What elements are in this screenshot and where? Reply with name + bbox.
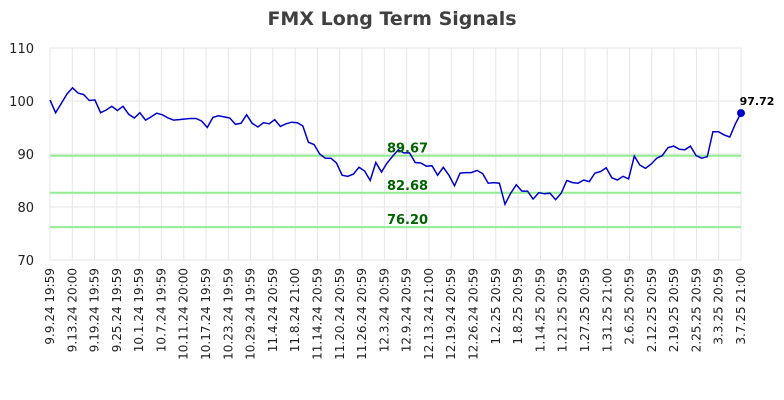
y-tick-label: 90 (17, 148, 34, 163)
x-tick-label: 10.17.24 19:59 (199, 268, 213, 360)
series-line (49, 86, 742, 207)
x-tick-label: 1.14.25 20:59 (533, 268, 547, 352)
x-tick-label: 11.20.24 20:59 (333, 268, 347, 360)
last-value-label: 97.72 (740, 95, 775, 108)
x-tick-label: 10.29.24 19:59 (244, 268, 258, 360)
annotation-labels: 89.67 82.68 76.20 97.72 (387, 95, 774, 228)
signal-label: 89.67 (387, 142, 428, 157)
y-axis-ticks: 70 80 90 100 110 (9, 42, 34, 269)
x-tick-label: 2.25.25 20:59 (689, 268, 703, 352)
y-tick-label: 80 (17, 201, 34, 216)
x-tick-label: 12.26.24 20:59 (467, 268, 481, 360)
x-tick-label: 12.9.24 20:59 (400, 268, 414, 352)
x-tick-label: 11.14.24 20:59 (310, 268, 324, 360)
x-tick-label: 11.26.24 20:59 (355, 268, 369, 360)
chart-title: FMX Long Term Signals (267, 8, 517, 30)
x-tick-label: 10.1.24 19:59 (132, 268, 146, 352)
x-tick-label: 1.2.25 20:59 (489, 268, 503, 345)
x-tick-label: 12.13.24 21:00 (422, 268, 436, 360)
signal-label: 76.20 (387, 213, 428, 228)
x-tick-label: 3.3.25 20:59 (712, 268, 726, 345)
x-tick-label: 10.7.24 19:59 (154, 268, 168, 352)
x-tick-label: 10.11.24 20:00 (177, 268, 191, 360)
x-tick-label: 2.19.25 20:59 (667, 268, 681, 352)
x-tick-label: 9.25.24 19:59 (110, 268, 124, 352)
price-series (49, 86, 745, 207)
x-tick-label: 1.27.25 20:59 (578, 268, 592, 352)
x-tick-label: 3.7.25 21:00 (734, 268, 748, 345)
x-tick-label: 12.3.24 20:59 (377, 268, 391, 352)
x-tick-label: 11.4.24 20:59 (266, 268, 280, 352)
signal-label: 82.68 (387, 179, 428, 194)
last-point (737, 109, 745, 118)
x-tick-label: 1.21.25 20:59 (556, 268, 570, 352)
x-tick-label: 10.23.24 19:59 (221, 268, 235, 360)
y-tick-label: 110 (9, 42, 34, 57)
y-tick-label: 70 (17, 254, 34, 269)
x-tick-label: 12.19.24 20:59 (444, 268, 458, 360)
signal-lines (50, 154, 741, 229)
x-tick-label: 9.19.24 19:59 (88, 268, 102, 352)
x-tick-label: 9.9.24 19:59 (43, 268, 57, 345)
x-tick-label: 2.12.25 20:59 (645, 268, 659, 352)
x-tick-label: 11.8.24 21:00 (288, 268, 302, 352)
x-tick-label: 9.13.24 20:00 (65, 268, 79, 352)
y-tick-label: 100 (9, 95, 34, 110)
x-tick-label: 2.6.25 20:59 (623, 268, 637, 345)
x-tick-label: 1.8.25 20:59 (511, 268, 525, 345)
grid-lines (49, 47, 742, 261)
x-tick-label: 1.31.25 21:00 (600, 268, 614, 352)
x-axis-ticks: 9.9.24 19:59 9.13.24 20:00 9.19.24 19:59 9.… (43, 268, 748, 360)
